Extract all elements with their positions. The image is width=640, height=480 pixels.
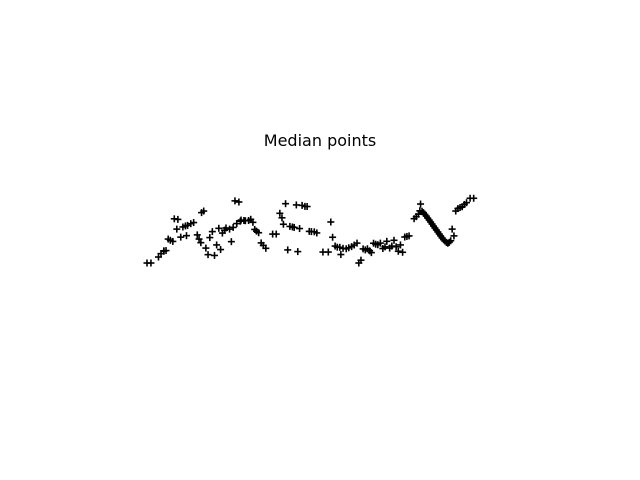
data-point — [173, 225, 181, 233]
data-point — [399, 248, 407, 256]
data-point — [162, 247, 170, 255]
data-point — [336, 243, 344, 251]
data-point — [448, 225, 456, 233]
data-point — [204, 251, 212, 259]
data-point — [383, 237, 391, 245]
data-point — [282, 200, 290, 208]
data-point — [294, 248, 302, 256]
data-point — [213, 241, 221, 249]
data-point — [290, 223, 298, 231]
data-point — [193, 231, 201, 239]
data-point — [470, 194, 478, 202]
data-point — [233, 220, 241, 228]
data-point — [313, 229, 321, 237]
data-point — [208, 228, 216, 236]
data-point — [226, 225, 234, 233]
data-point — [327, 218, 335, 226]
data-point — [390, 236, 398, 244]
data-point — [367, 249, 375, 257]
data-point — [417, 200, 425, 208]
data-point — [284, 246, 292, 254]
data-point — [381, 243, 389, 251]
data-point — [231, 197, 239, 205]
data-point — [353, 239, 361, 247]
data-point — [197, 239, 205, 247]
data-point — [396, 241, 404, 249]
data-point — [206, 234, 214, 242]
data-point — [279, 220, 287, 228]
data-point — [262, 244, 270, 252]
data-point — [229, 223, 237, 231]
data-point — [376, 239, 384, 247]
data-point — [357, 256, 365, 264]
data-point — [222, 224, 230, 232]
data-point — [447, 237, 455, 245]
data-point — [190, 219, 198, 227]
data-point — [169, 237, 177, 245]
data-point — [303, 203, 311, 211]
data-point — [195, 235, 203, 243]
data-point — [296, 225, 304, 233]
data-point — [202, 244, 210, 252]
data-point — [463, 199, 471, 207]
data-point — [210, 251, 218, 259]
data-point — [249, 218, 257, 226]
data-point — [147, 259, 155, 267]
data-point — [392, 243, 400, 251]
data-point — [329, 233, 337, 241]
data-point — [182, 232, 190, 240]
data-point — [217, 246, 225, 254]
data-point — [200, 207, 208, 215]
data-point — [276, 209, 284, 217]
data-point — [450, 232, 458, 240]
data-point — [235, 198, 243, 206]
data-point — [255, 229, 263, 237]
data-point — [394, 247, 402, 255]
data-point — [174, 215, 182, 223]
data-point — [278, 214, 286, 222]
data-point — [324, 248, 332, 256]
data-point — [405, 232, 413, 240]
chart-title: Median points — [263, 131, 377, 150]
data-point — [337, 251, 345, 259]
data-point — [272, 230, 280, 238]
data-point — [414, 210, 422, 218]
data-point — [177, 233, 185, 241]
data-point — [215, 224, 223, 232]
data-point — [227, 238, 235, 246]
